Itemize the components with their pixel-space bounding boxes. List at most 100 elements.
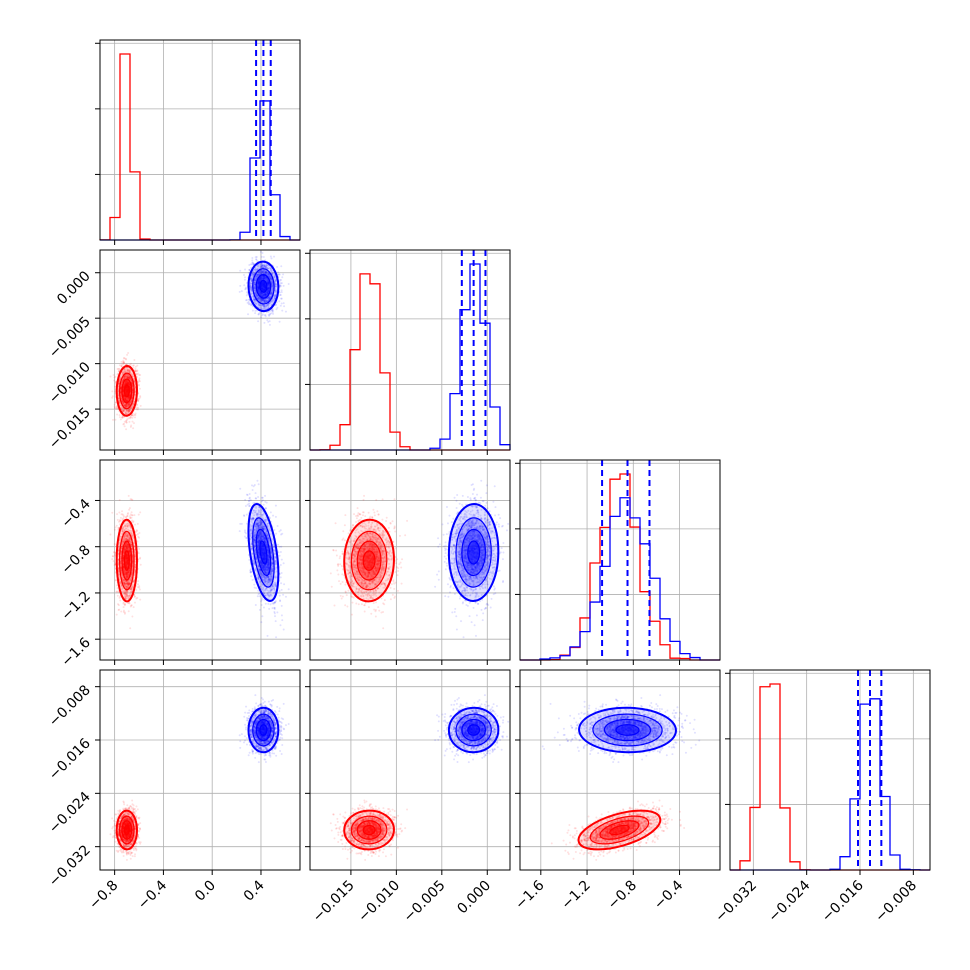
scatter-point: [125, 376, 128, 379]
scatter-point: [138, 380, 141, 383]
scatter-point: [132, 403, 135, 406]
scatter-point: [128, 368, 131, 371]
scatter-point: [121, 510, 124, 513]
scatter-point: [134, 414, 137, 417]
scatter-point: [126, 399, 129, 402]
scatter-point: [124, 404, 127, 407]
scatter-point: [264, 314, 267, 317]
scatter-point: [115, 406, 118, 409]
scatter-point: [126, 387, 129, 390]
scatter-point: [125, 404, 128, 407]
scatter-point: [135, 406, 138, 409]
scatter-point: [121, 373, 124, 376]
scatter-point: [130, 416, 133, 419]
scatter-point: [125, 419, 128, 422]
scatter-point: [127, 369, 130, 372]
scatter-point: [115, 407, 118, 410]
scatter-point: [124, 381, 127, 384]
scatter-point: [128, 403, 131, 406]
scatter-point: [134, 416, 137, 419]
scatter-point: [242, 274, 245, 277]
scatter-point: [125, 376, 128, 379]
scatter-point: [126, 376, 129, 379]
scatter-point: [124, 399, 127, 402]
scatter-point: [126, 388, 129, 391]
scatter-point: [130, 362, 133, 365]
scatter-point: [131, 364, 134, 367]
scatter-point: [124, 396, 127, 399]
panel-background: [520, 460, 720, 660]
scatter-point: [248, 263, 251, 266]
scatter-point: [120, 360, 123, 363]
scatter-point: [113, 407, 116, 410]
scatter-point: [126, 381, 129, 384]
scatter-point: [137, 513, 140, 516]
scatter-point: [133, 369, 136, 372]
scatter-point: [138, 378, 141, 381]
scatter-point: [124, 388, 127, 391]
scatter-point: [125, 386, 128, 389]
scatter-point: [124, 382, 127, 385]
scatter-point: [121, 400, 124, 403]
scatter-point: [126, 409, 129, 412]
scatter-point: [124, 370, 127, 373]
scatter-point: [272, 243, 274, 245]
scatter-point: [125, 375, 128, 378]
scatter-point: [124, 396, 127, 399]
scatter-point: [113, 403, 116, 406]
scatter-point: [125, 399, 128, 402]
scatter-point: [124, 375, 127, 378]
scatter-point: [134, 387, 137, 390]
scatter-point: [126, 388, 129, 391]
scatter-point: [128, 375, 131, 378]
scatter-point: [263, 321, 266, 324]
scatter-point: [129, 377, 132, 380]
scatter-point: [125, 386, 128, 389]
scatter-point: [128, 376, 131, 379]
scatter-point: [131, 498, 134, 501]
scatter-point: [282, 273, 285, 276]
scatter-point: [126, 390, 129, 393]
scatter-point: [261, 252, 264, 255]
scatter-point: [129, 400, 132, 403]
scatter-point: [130, 400, 133, 403]
scatter-point: [122, 402, 125, 405]
scatter-point: [118, 511, 121, 514]
scatter-point: [124, 399, 127, 402]
scatter-point: [125, 393, 128, 396]
scatter-point: [125, 367, 128, 370]
scatter-point: [127, 377, 130, 380]
scatter-point: [283, 305, 286, 308]
scatter-point: [128, 403, 131, 406]
scatter-point: [118, 378, 121, 381]
scatter-point: [124, 390, 127, 393]
scatter-point: [126, 390, 129, 393]
scatter-point: [113, 385, 116, 388]
scatter-point: [128, 363, 131, 366]
scatter-point: [121, 406, 124, 409]
scatter-point: [248, 268, 251, 271]
scatter-point: [128, 381, 131, 384]
scatter-point: [244, 276, 247, 279]
scatter-point: [121, 399, 124, 402]
scatter-point: [121, 400, 124, 403]
scatter-point: [135, 408, 138, 411]
scatter-point: [132, 427, 135, 430]
scatter-point: [124, 398, 127, 401]
scatter-point: [126, 389, 129, 392]
scatter-point: [251, 259, 254, 262]
scatter-point: [118, 608, 121, 611]
scatter-point: [125, 387, 128, 390]
scatter-point: [130, 381, 133, 384]
scatter-point: [136, 408, 139, 411]
scatter-point: [266, 319, 269, 322]
scatter-point: [126, 369, 129, 372]
scatter-point: [128, 370, 131, 373]
scatter-point: [121, 379, 124, 382]
scatter-point: [121, 416, 124, 419]
scatter-point: [115, 524, 118, 527]
scatter-point: [126, 389, 129, 392]
scatter-point: [121, 370, 124, 373]
scatter-point: [128, 401, 131, 404]
scatter-point: [127, 389, 130, 392]
